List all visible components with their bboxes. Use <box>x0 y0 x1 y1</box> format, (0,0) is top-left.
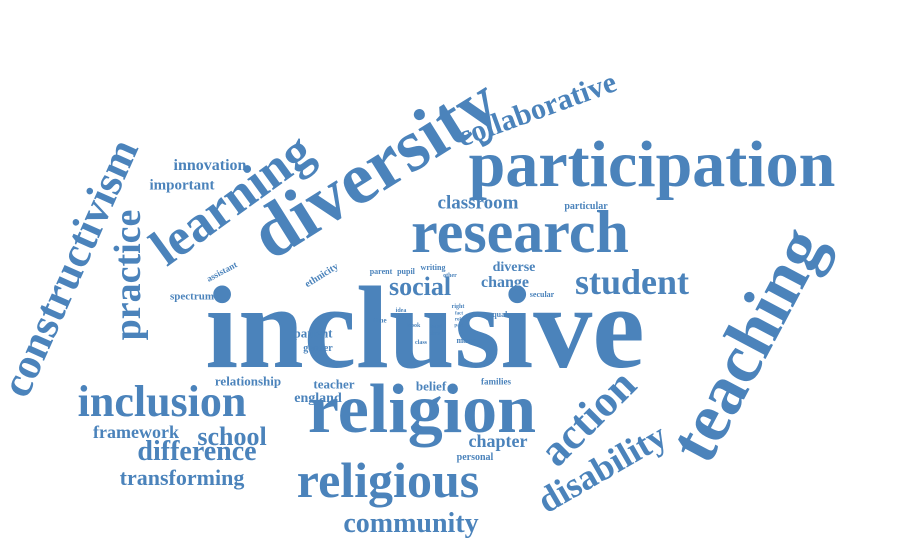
word-religion: religion <box>307 371 537 448</box>
word-class: class <box>415 340 427 346</box>
word-belief: belief <box>415 378 447 394</box>
word-relationship: relationship <box>214 373 282 389</box>
word-equal: equal <box>488 310 508 319</box>
word-community: community <box>343 508 479 539</box>
word-transforming: transforming <box>119 465 245 490</box>
word-innovation: innovation <box>173 157 247 174</box>
word-gender: gender <box>303 343 333 354</box>
word-patient: patient <box>293 325 333 341</box>
word-teacher: teacher <box>313 376 355 392</box>
word-idea: idea <box>395 308 407 314</box>
word-way: way <box>396 315 408 321</box>
word-slow: slow <box>429 331 441 337</box>
word-teaching: teaching <box>654 215 841 475</box>
word-particular: particular <box>564 201 608 212</box>
word-writing: writing <box>420 263 446 272</box>
word-student: student <box>574 262 690 302</box>
word-families: families <box>481 376 511 387</box>
word-participation: participation <box>468 128 836 201</box>
word-school: school <box>197 422 267 451</box>
word-other: other <box>443 273 457 279</box>
word-secular: secular <box>529 290 555 299</box>
word-personal: personal <box>456 452 494 463</box>
word-religious: religious <box>296 452 480 508</box>
word-spectrum: spectrum <box>170 290 214 303</box>
word-england: england <box>294 391 342 406</box>
word-time: time <box>373 316 387 325</box>
word-inclusion: inclusion <box>77 377 247 426</box>
word-right: right <box>451 304 465 310</box>
word-framework: framework <box>93 422 179 442</box>
word-classroom: classroom <box>437 192 519 214</box>
word-parent: parent <box>369 267 393 276</box>
word-local: local <box>430 324 442 330</box>
word-difference: difference <box>137 436 257 467</box>
word-practice: practice <box>107 209 149 341</box>
word-chapter: chapter <box>468 431 528 451</box>
word-change: change <box>481 274 529 291</box>
word-inclusive: inclusive <box>205 262 645 393</box>
word-book: book <box>407 323 421 329</box>
word-role: role <box>454 317 464 323</box>
word-fact: fact <box>454 311 464 317</box>
word-social: social <box>388 272 452 301</box>
word-many: many <box>456 336 476 345</box>
word-diverse: diverse <box>492 260 536 275</box>
word-research: research <box>411 199 629 265</box>
word-important: important <box>149 177 215 194</box>
word-pupil: pupil <box>397 267 415 276</box>
word-part: part <box>454 323 464 329</box>
